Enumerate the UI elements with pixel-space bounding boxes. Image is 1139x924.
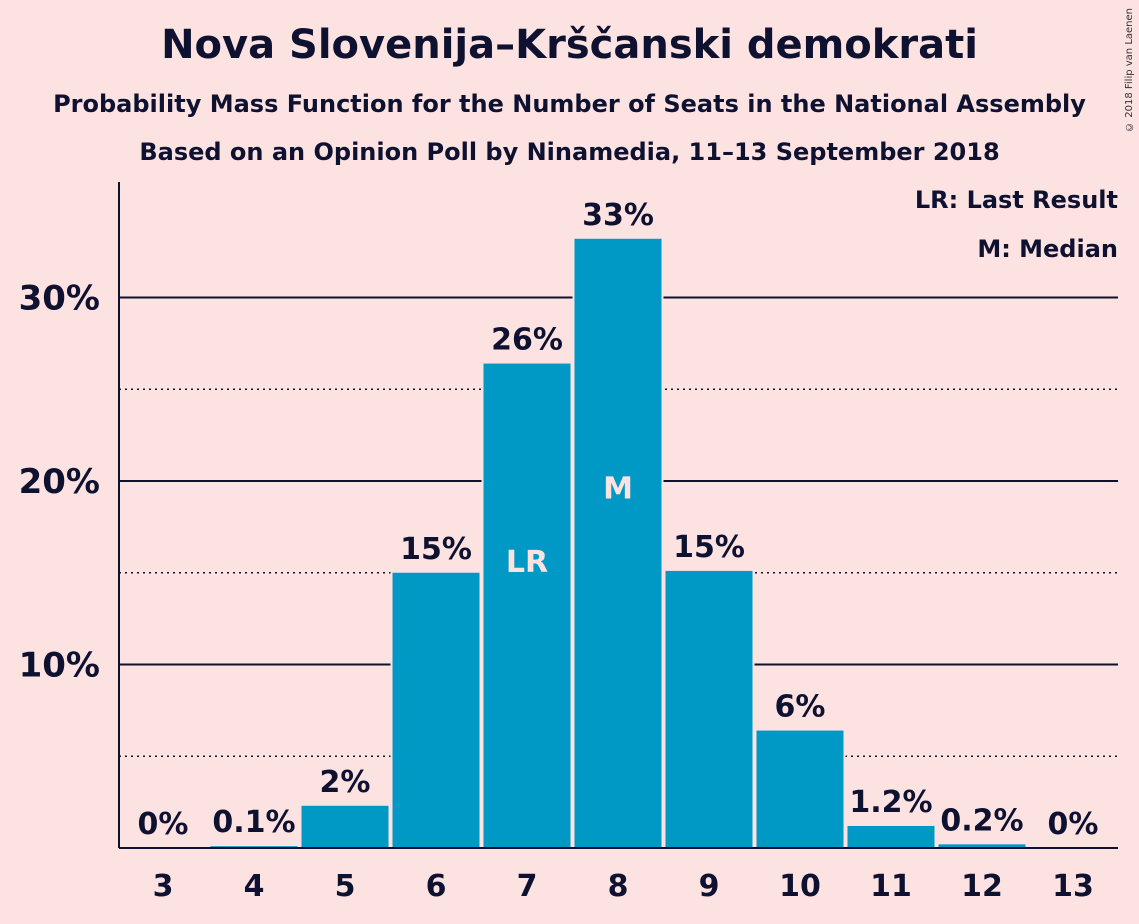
bar-inner-label: M (603, 472, 633, 507)
bar (938, 844, 1026, 848)
bar-gap (208, 844, 300, 848)
y-tick-label: 10% (19, 646, 100, 686)
bar-value-label: 1.2% (849, 785, 932, 820)
x-tick-label: 9 (699, 869, 720, 904)
bar (483, 363, 571, 848)
legend-entry: LR: Last Result (915, 186, 1118, 214)
bar-value-label: 0.2% (940, 803, 1023, 838)
bar (574, 238, 662, 848)
bar-value-label: 0% (1048, 807, 1099, 842)
x-tick-label: 4 (244, 869, 265, 904)
x-tick-label: 3 (153, 869, 174, 904)
bar (392, 572, 480, 848)
x-tick-label: 6 (426, 869, 447, 904)
bar (847, 825, 935, 848)
bar (301, 805, 389, 848)
bar-value-label: 15% (673, 530, 745, 565)
bar-inner-label: LR (506, 545, 548, 580)
x-tick-label: 11 (870, 869, 912, 904)
bar-value-label: 0% (138, 807, 189, 842)
chart-subtitle: Probability Mass Function for the Number… (53, 90, 1086, 118)
chart-title: Nova Slovenija–Krščanski demokrati (161, 22, 978, 68)
x-tick-label: 13 (1052, 869, 1094, 904)
x-tick-label: 5 (335, 869, 356, 904)
y-tick-label: 30% (19, 279, 100, 319)
chart-subtitle-source: Based on an Opinion Poll by Ninamedia, 1… (139, 138, 1000, 166)
bar-value-label: 15% (400, 532, 472, 567)
y-tick-label: 20% (19, 462, 100, 502)
bar-value-label: 0.1% (212, 805, 295, 840)
bar (665, 570, 753, 848)
x-tick-label: 8 (608, 869, 629, 904)
bar-value-label: 26% (491, 323, 563, 358)
bar-value-label: 6% (775, 690, 826, 725)
bar-value-label: 33% (582, 198, 654, 233)
x-tick-label: 10 (779, 869, 821, 904)
legend-entry: M: Median (977, 235, 1118, 263)
x-tick-label: 12 (961, 869, 1003, 904)
bar (756, 730, 844, 848)
bar-value-label: 2% (320, 765, 371, 800)
x-tick-label: 7 (517, 869, 538, 904)
